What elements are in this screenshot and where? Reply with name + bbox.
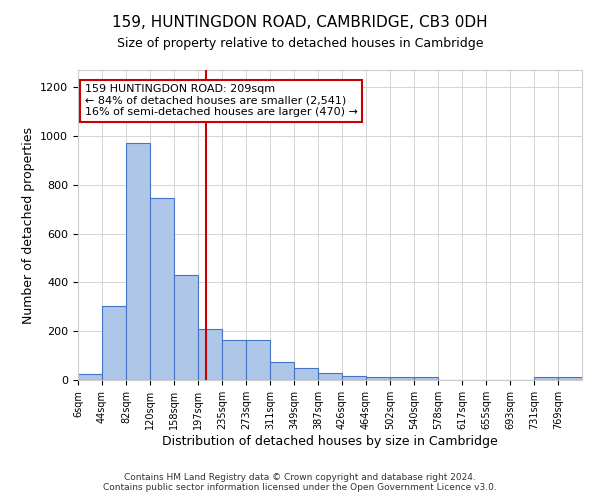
Bar [270, 362, 293, 380]
Bar [390, 377, 413, 380]
Text: Contains HM Land Registry data © Crown copyright and database right 2024.
Contai: Contains HM Land Registry data © Crown c… [103, 473, 497, 492]
Text: 159, HUNTINGDON ROAD, CAMBRIDGE, CB3 0DH: 159, HUNTINGDON ROAD, CAMBRIDGE, CB3 0DH [112, 15, 488, 30]
Bar [414, 377, 437, 380]
Bar [102, 306, 125, 380]
Bar [342, 376, 365, 380]
Bar [558, 377, 581, 380]
Bar [126, 143, 149, 380]
Bar [366, 377, 389, 380]
X-axis label: Distribution of detached houses by size in Cambridge: Distribution of detached houses by size … [162, 434, 498, 448]
Bar [246, 340, 269, 380]
Text: 159 HUNTINGDON ROAD: 209sqm
← 84% of detached houses are smaller (2,541)
16% of : 159 HUNTINGDON ROAD: 209sqm ← 84% of det… [85, 84, 358, 117]
Bar [150, 198, 173, 380]
Bar [198, 328, 221, 380]
Y-axis label: Number of detached properties: Number of detached properties [22, 126, 35, 324]
Bar [222, 340, 245, 380]
Bar [174, 275, 197, 380]
Text: Size of property relative to detached houses in Cambridge: Size of property relative to detached ho… [117, 38, 483, 51]
Bar [294, 368, 317, 380]
Bar [78, 374, 101, 380]
Bar [534, 377, 557, 380]
Bar [318, 372, 341, 380]
